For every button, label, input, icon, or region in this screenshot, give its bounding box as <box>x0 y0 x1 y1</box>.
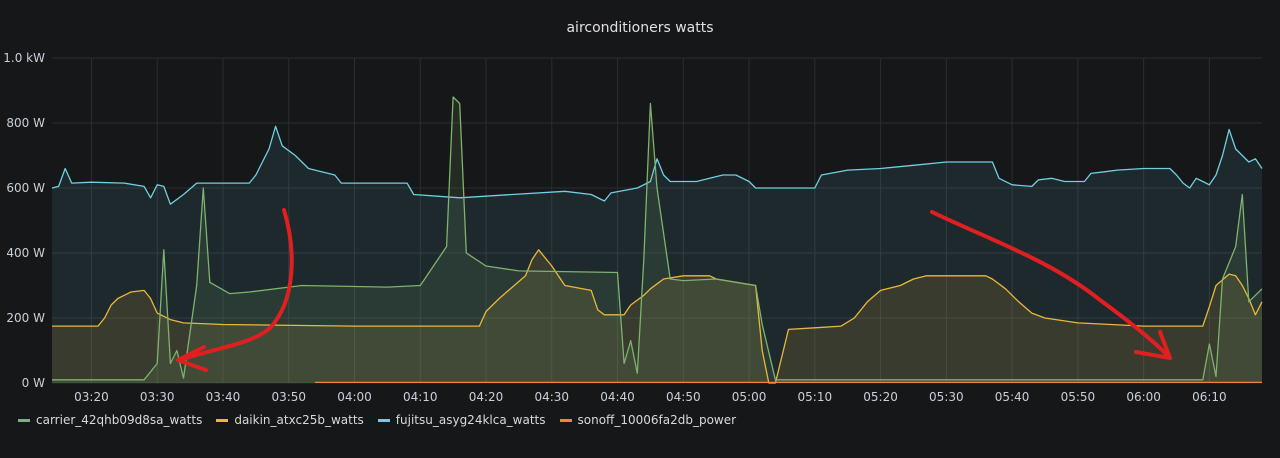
series-area-fujitsu_asyg24klca_watts <box>52 126 1262 384</box>
x-tick-label: 04:50 <box>666 390 701 404</box>
red-arrow-shaft <box>930 210 1172 360</box>
x-tick-label: 04:00 <box>337 390 372 404</box>
legend-item-daikin_atxc25b_watts[interactable]: daikin_atxc25b_watts <box>216 413 364 427</box>
legend-label: daikin_atxc25b_watts <box>234 413 364 427</box>
x-tick-label: 05:50 <box>1061 390 1096 404</box>
legend-item-carrier_42qhb09d8sa_watts[interactable]: carrier_42qhb09d8sa_watts <box>18 413 202 427</box>
series-areas <box>52 97 1262 384</box>
y-tick-label: 800 W <box>6 116 45 130</box>
legend-item-fujitsu_asyg24klca_watts[interactable]: fujitsu_asyg24klca_watts <box>377 413 546 427</box>
x-tick-label: 05:00 <box>732 390 767 404</box>
y-tick-label: 400 W <box>6 246 45 260</box>
legend-label: fujitsu_asyg24klca_watts <box>395 413 546 427</box>
x-tick-label: 04:20 <box>469 390 504 404</box>
annotations <box>176 208 1172 372</box>
x-tick-label: 03:40 <box>206 390 241 404</box>
x-tick-label: 06:10 <box>1192 390 1227 404</box>
x-tick-label: 06:00 <box>1126 390 1161 404</box>
y-tick-label: 1.0 kW <box>3 51 45 65</box>
series-area-carrier_42qhb09d8sa_watts <box>52 97 1262 383</box>
x-tick-label: 05:30 <box>929 390 964 404</box>
x-tick-label: 04:30 <box>534 390 569 404</box>
legend-label: carrier_42qhb09d8sa_watts <box>36 413 203 427</box>
y-axis: 0 W 200 W 400 W 600 W 800 W 1.0 kW <box>3 51 45 390</box>
x-tick-label: 04:40 <box>600 390 635 404</box>
legend-swatch <box>559 418 572 422</box>
red-arrow-head <box>176 345 208 372</box>
x-tick-label: 03:30 <box>140 390 175 404</box>
legend-swatch <box>18 418 30 422</box>
legend-swatch <box>216 418 229 422</box>
y-tick-label: 600 W <box>6 181 45 195</box>
series-lines[interactable] <box>51 96 1263 384</box>
red-arrow-shaft <box>178 208 294 362</box>
series-line-fujitsu_asyg24klca_watts[interactable] <box>51 125 1263 205</box>
x-axis: 03:20 03:30 03:40 03:50 04:00 04:10 04:20 04:30… <box>74 390 1227 404</box>
legend-swatch <box>377 418 390 422</box>
x-tick-label: 03:50 <box>271 390 306 404</box>
legend-label: sonoff_10006fa2db_power <box>577 413 737 427</box>
chart-title: airconditioners watts <box>566 20 714 36</box>
series-line-carrier_42qhb09d8sa_watts[interactable] <box>52 96 1263 381</box>
y-tick-label: 0 W <box>22 376 45 390</box>
x-tick-label: 03:20 <box>74 390 109 404</box>
red-arrow-head <box>1134 330 1172 360</box>
legend: carrier_42qhb09d8sa_watts daikin_atxc25b_… <box>18 413 736 427</box>
x-tick-label: 05:10 <box>798 390 833 404</box>
x-tick-label: 05:20 <box>863 390 898 404</box>
x-tick-label: 05:40 <box>995 390 1030 404</box>
x-tick-label: 04:10 <box>403 390 438 404</box>
series-line-daikin_atxc25b_watts[interactable] <box>52 249 1263 384</box>
series-area-daikin_atxc25b_watts <box>52 249 1262 383</box>
legend-item-sonoff_10006fa2db_power[interactable]: sonoff_10006fa2db_power <box>559 413 737 427</box>
y-tick-label: 200 W <box>6 311 45 325</box>
